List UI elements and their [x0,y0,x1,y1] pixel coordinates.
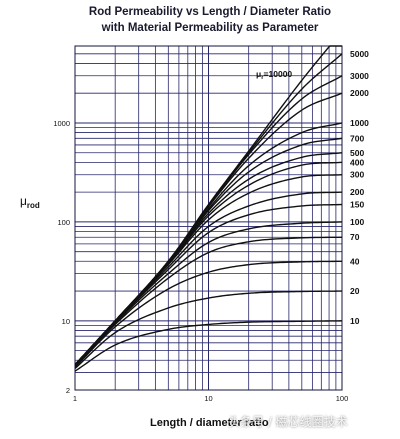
curve-mu-20 [74,290,343,370]
series-label-200: 200 [350,187,364,197]
mu-r-inset-label: μr=10000 [256,69,292,81]
series-label-5000: 5000 [350,49,369,59]
watermark: 头条号 / 磁芯线圈技术 [228,415,348,429]
x-axis-label: Length / diameter ratio [150,417,269,429]
x-tick-label: 10 [204,394,212,403]
y-tick-label: 1000 [53,119,70,128]
grid [75,46,342,390]
y-axis-label-sub: rod [27,201,40,210]
curve-mu-70 [74,236,343,367]
series-label-70: 70 [350,232,360,242]
series-label-2000: 2000 [350,88,369,98]
series-label-40: 40 [350,256,360,266]
inset-mu-value: =10000 [264,69,293,79]
series-label-20: 20 [350,286,360,296]
chart-title-line-1: Rod Permeability vs Length / Diameter Ra… [89,6,331,18]
inset-mu: μ [256,69,261,79]
y-axis-label: μrod [20,194,40,210]
series-label-150: 150 [350,199,364,209]
series-label-3000: 3000 [350,71,369,81]
curve-mu-100 [74,221,343,367]
series-label-1000: 1000 [350,118,369,128]
curve-mu-10 [74,320,343,372]
chart-title-line-2: with Material Permeability as Parameter [101,22,319,34]
y-tick-label: 2 [66,386,70,395]
x-tick-label: 1 [73,394,77,403]
series-label-500: 500 [350,148,364,158]
series-label-10: 10 [350,316,360,326]
series-label-400: 400 [350,157,364,167]
x-tick-label: 100 [336,394,349,403]
y-tick-label: 10 [62,317,70,326]
plot-frame [74,45,343,391]
series-label-700: 700 [350,133,364,143]
y-axis-label-main: μ [20,194,27,208]
tick-labels: 1 10 100 2 10 100 1000 [53,119,348,403]
curve-mu-40 [74,260,343,368]
series-label-100: 100 [350,217,364,227]
series-label-300: 300 [350,170,364,180]
inset-mu-sub: r [261,75,264,81]
curves [74,45,343,372]
y-tick-label: 100 [57,218,70,227]
